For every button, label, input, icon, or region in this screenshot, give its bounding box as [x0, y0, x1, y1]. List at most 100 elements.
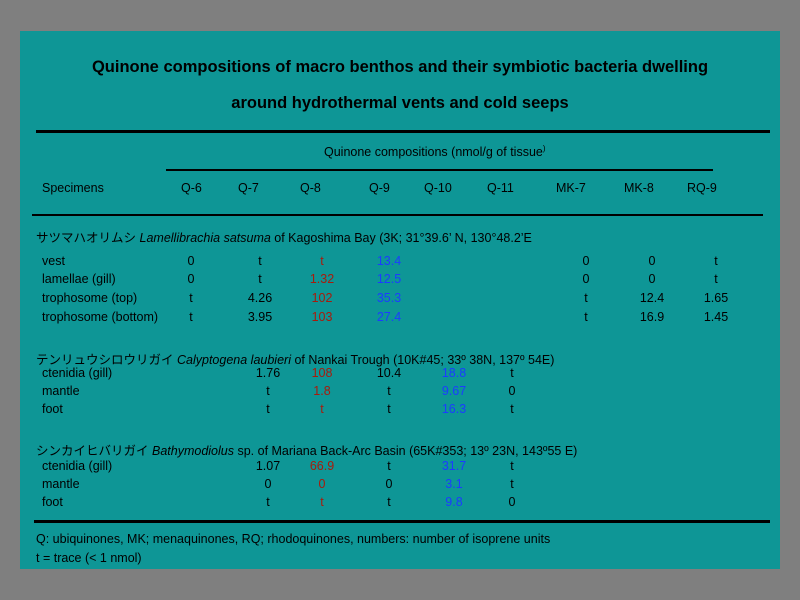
- row-label: foot: [42, 402, 63, 416]
- table-cell-q8: 102: [311, 291, 333, 305]
- title-line-2: around hydrothermal vents and cold seeps: [231, 94, 569, 112]
- column-header-mk-8: MK-8: [624, 181, 654, 195]
- table-cell-mk7: t: [584, 291, 588, 305]
- row-label: lamellae (gill): [42, 272, 116, 286]
- table-cell-q7: 4.26: [247, 291, 273, 305]
- table-cell-q8: t: [320, 254, 324, 268]
- table-cell-q8: 66.9: [309, 459, 335, 473]
- table-cell-q9: t: [387, 402, 391, 416]
- top-rule: [36, 130, 770, 133]
- row-label: trophosome (bottom): [42, 310, 159, 324]
- table-cell-q8: 0: [318, 477, 326, 491]
- table-cell-rq9: t: [714, 272, 718, 286]
- species-locality: of Kagoshima Bay (3K; 31°39.6’ N, 130°48…: [270, 231, 532, 245]
- table-cell-q9: 13.4: [376, 254, 402, 268]
- table-cell-q7: t: [258, 272, 262, 286]
- group-heading: テンリュウシロウリガイ Calyptogena laubieri of Nank…: [36, 349, 554, 368]
- row-label: ctenidia (gill): [42, 366, 113, 380]
- column-header-q-6: Q-6: [181, 181, 202, 195]
- table-cell-q7: t: [258, 254, 262, 268]
- species-locality: sp. of Mariana Back-Arc Basin (65K#353; …: [234, 444, 578, 458]
- species-locality: of Nankai Trough (10K#45; 33º 38N, 137º …: [290, 353, 555, 367]
- row-label: mantle: [42, 384, 80, 398]
- slide: Quinone compositions of macro benthos an…: [20, 31, 780, 569]
- table-cell-mk7: 0: [582, 254, 590, 268]
- table-cell-q9: 12.5: [376, 272, 402, 286]
- column-header-q-7: Q-7: [238, 181, 259, 195]
- row-label: foot: [42, 495, 63, 509]
- table-cell-mk7: 0: [582, 272, 590, 286]
- table-cell-rq9: t: [714, 254, 718, 268]
- table-cell-q7: 1.76: [255, 366, 281, 380]
- table-cell-q8: 103: [311, 310, 333, 324]
- table-cell-q8: 1.8: [313, 384, 331, 398]
- table-cell-mk7: t: [584, 310, 588, 324]
- table-cell-q6: t: [189, 310, 193, 324]
- table-cell-q10: 9.8: [445, 495, 463, 509]
- column-header-q-9: Q-9: [369, 181, 390, 195]
- table-cell-q11: 0: [508, 384, 516, 398]
- column-header-specimens: Specimens: [42, 181, 104, 195]
- table-cell-q10: 31.7: [441, 459, 467, 473]
- subheader: Quinone compositions (nmol/g of tissue): [324, 144, 546, 160]
- table-cell-q7: t: [266, 495, 270, 509]
- title-line-1: Quinone compositions of macro benthos an…: [91, 58, 709, 76]
- table-cell-q7: 3.95: [247, 310, 273, 324]
- table-cell-q9: 0: [385, 477, 393, 491]
- table-cell-q7: t: [266, 402, 270, 416]
- table-cell-q6: 0: [187, 254, 195, 268]
- table-cell-mk8: 0: [648, 272, 656, 286]
- table-cell-mk8: 16.9: [639, 310, 665, 324]
- table-cell-q9: 10.4: [376, 366, 402, 380]
- table-cell-q11: t: [510, 459, 514, 473]
- table-cell-rq9: 1.65: [703, 291, 729, 305]
- table-cell-q10: 16.3: [441, 402, 467, 416]
- row-label: mantle: [42, 477, 80, 491]
- species-japanese-name: シンカイヒバリガイ: [36, 443, 149, 458]
- table-cell-q7: 1.07: [255, 459, 281, 473]
- table-cell-q9: 27.4: [376, 310, 402, 324]
- footnote-legend: Q: ubiquinones, MK; menaquinones, RQ; rh…: [36, 532, 551, 546]
- header-rule: [32, 214, 763, 216]
- table-cell-mk8: 0: [648, 254, 656, 268]
- table-cell-q7: t: [266, 384, 270, 398]
- species-japanese-name: テンリュウシロウリガイ: [36, 352, 174, 367]
- table-cell-q8: 108: [311, 366, 333, 380]
- row-label: ctenidia (gill): [42, 459, 113, 473]
- table-cell-q11: 0: [508, 495, 516, 509]
- species-latin-name: Lamellibrachia satsuma: [139, 231, 271, 245]
- table-cell-q10: 9.67: [441, 384, 467, 398]
- table-cell-q8: t: [320, 495, 324, 509]
- species-latin-name: Calyptogena laubieri: [177, 353, 291, 367]
- table-cell-q9: t: [387, 495, 391, 509]
- row-label: vest: [42, 254, 65, 268]
- bottom-rule: [34, 520, 770, 523]
- table-cell-q11: t: [510, 477, 514, 491]
- table-cell-q8: t: [320, 402, 324, 416]
- table-cell-q11: t: [510, 366, 514, 380]
- footnote-trace: t = trace (< 1 nmol): [36, 551, 142, 565]
- column-header-q-10: Q-10: [424, 181, 452, 195]
- column-header-rq-9: RQ-9: [687, 181, 717, 195]
- table-cell-q6: 0: [187, 272, 195, 286]
- subheader-rule: [166, 169, 713, 171]
- table-cell-q6: t: [189, 291, 193, 305]
- table-cell-q10: 18.8: [441, 366, 467, 380]
- table-cell-q11: t: [510, 402, 514, 416]
- table-cell-q10: 3.1: [445, 477, 463, 491]
- table-cell-q9: 35.3: [376, 291, 402, 305]
- species-latin-name: Bathymodiolus: [152, 444, 234, 458]
- column-header-q-8: Q-8: [300, 181, 321, 195]
- table-cell-q9: t: [387, 384, 391, 398]
- table-cell-mk8: 12.4: [639, 291, 665, 305]
- column-header-mk-7: MK-7: [556, 181, 586, 195]
- table-cell-q9: t: [387, 459, 391, 473]
- table-cell-q8: 1.32: [309, 272, 335, 286]
- group-heading: サツマハオリムシ Lamellibrachia satsuma of Kagos…: [36, 227, 532, 246]
- table-cell-q7: 0: [264, 477, 272, 491]
- row-label: trophosome (top): [42, 291, 138, 305]
- column-header-q-11: Q-11: [487, 181, 514, 195]
- species-japanese-name: サツマハオリムシ: [36, 230, 137, 245]
- table-cell-rq9: 1.45: [703, 310, 729, 324]
- group-heading: シンカイヒバリガイ Bathymodiolus sp. of Mariana B…: [36, 440, 577, 459]
